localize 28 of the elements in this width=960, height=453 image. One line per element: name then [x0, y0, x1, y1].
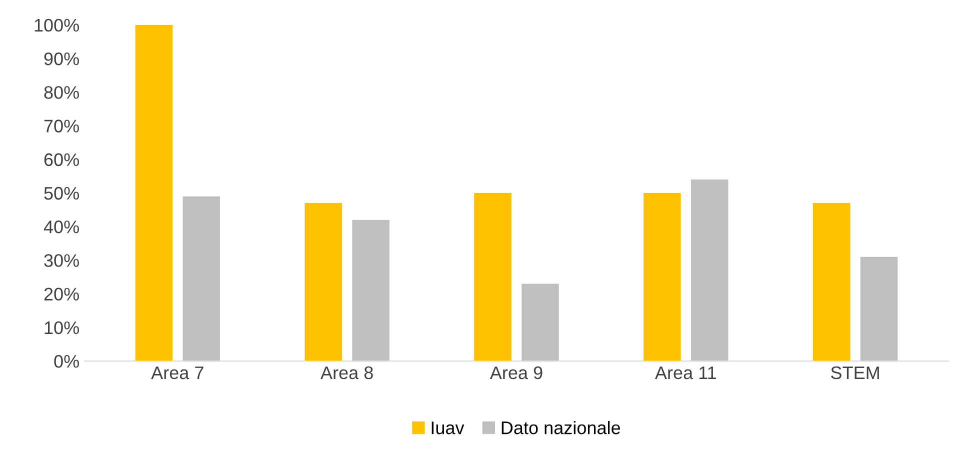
- y-tick-label: 0%: [54, 354, 79, 368]
- bar: [352, 220, 390, 362]
- x-tick-label: Area 11: [654, 366, 716, 380]
- y-tick-label: 70%: [44, 120, 79, 132]
- bar: [860, 256, 898, 362]
- legend-label: Dato nazionale: [502, 420, 620, 434]
- x-tick-label: Area 8: [320, 366, 373, 380]
- y-tick-label: 80%: [44, 86, 79, 99]
- legend-label: Iuav: [432, 422, 464, 434]
- y-tick-label: 90%: [44, 52, 79, 66]
- bar: [644, 192, 681, 362]
- y-tick-label: 40%: [44, 220, 79, 234]
- y-tick-label: 30%: [44, 254, 79, 267]
- bar: [182, 196, 220, 362]
- y-tick-label: 20%: [44, 288, 79, 301]
- x-tick-label: STEM: [831, 366, 879, 380]
- bar: [135, 24, 173, 362]
- bar: [304, 203, 342, 362]
- bar: [812, 203, 850, 362]
- x-tick-label: Area 9: [490, 366, 542, 380]
- y-tick-label: 10%: [44, 321, 79, 334]
- y-tick-label: 100%: [34, 18, 79, 32]
- x-tick-label: Area 7: [151, 366, 204, 380]
- bar: [690, 180, 728, 362]
- y-tick-label: 50%: [44, 186, 79, 200]
- bar: [522, 284, 559, 362]
- bar: [474, 192, 512, 362]
- y-tick-label: 60%: [44, 153, 79, 166]
